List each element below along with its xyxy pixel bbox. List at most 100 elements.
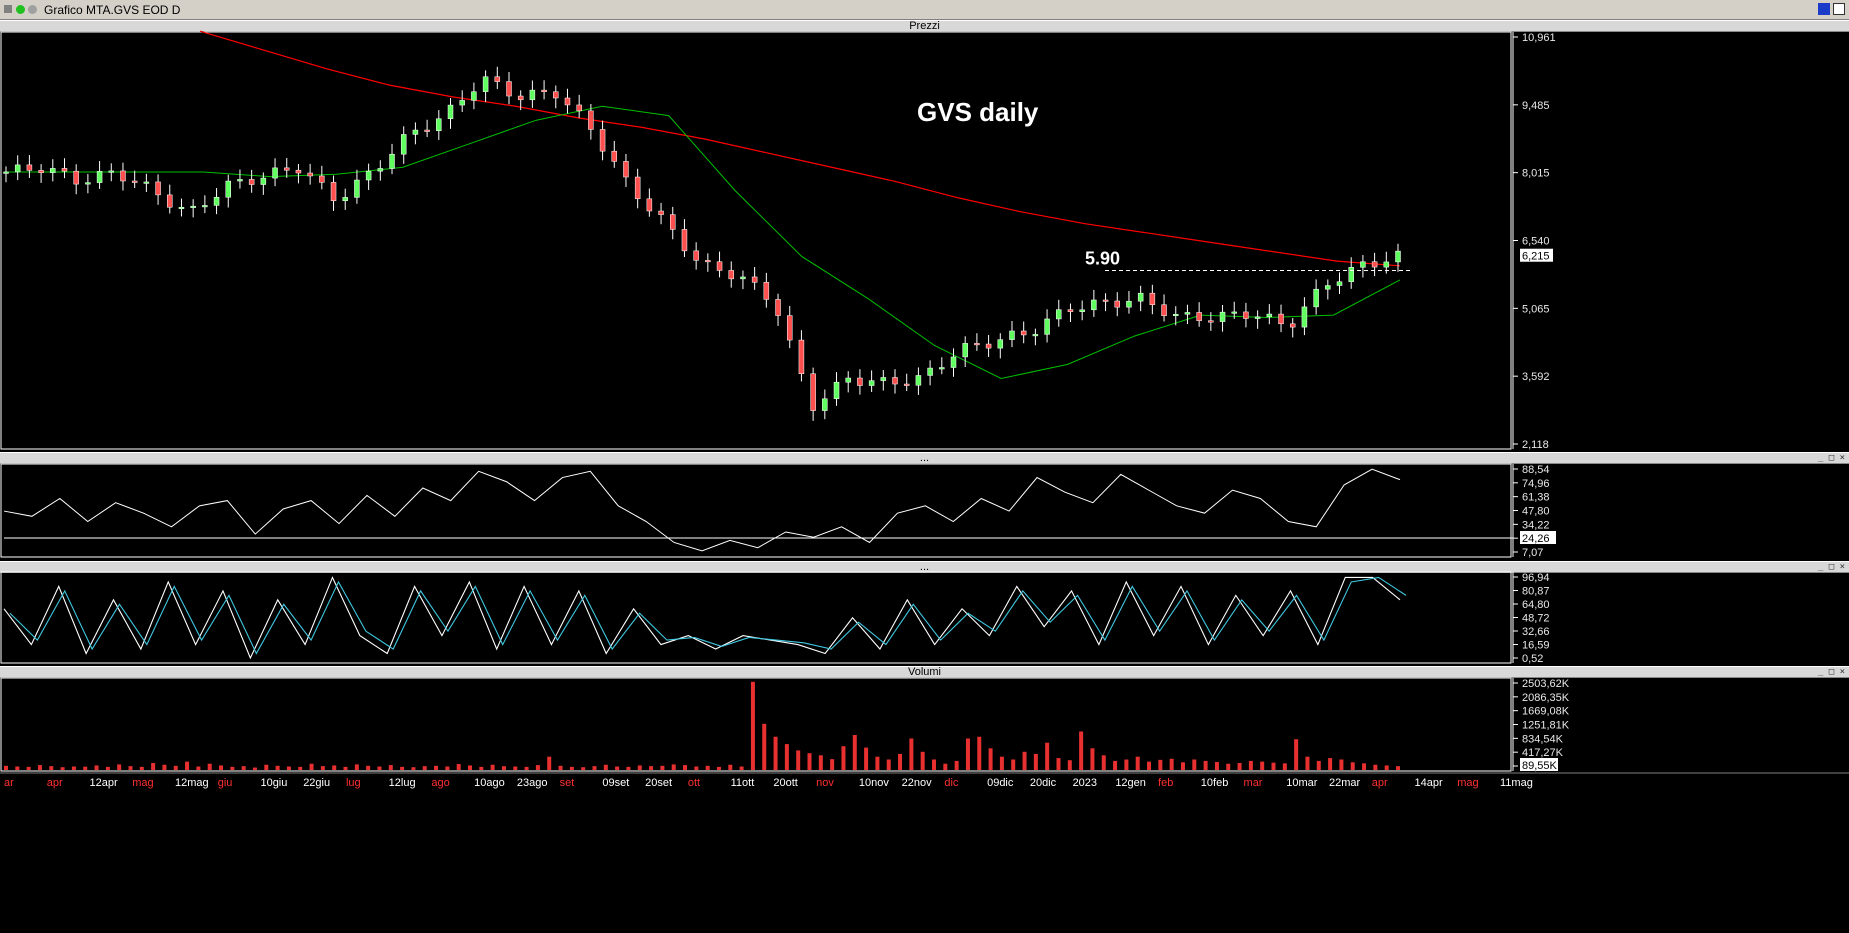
close-button[interactable] (1833, 3, 1845, 15)
volume-bar (151, 763, 156, 770)
volume-bar (954, 760, 959, 770)
candle-body (1231, 311, 1237, 314)
candle-body (1184, 312, 1191, 315)
volume-bar (558, 765, 563, 770)
candle-body (1360, 261, 1366, 268)
volume-bar (818, 755, 823, 770)
volume-bar (739, 766, 744, 770)
volume-bar (1135, 756, 1140, 770)
candle-body (857, 377, 863, 386)
volume-bar (660, 765, 665, 770)
y-tick-label: 61,38 (1522, 492, 1550, 504)
candle-body (1266, 313, 1273, 318)
volume-bar (1339, 759, 1344, 770)
volume-bar (694, 766, 699, 770)
volume-current-label: 89,55K (1522, 760, 1558, 772)
candle-body (670, 214, 676, 230)
candle-body (61, 168, 68, 172)
candle-body (775, 299, 781, 316)
volume-bar (1350, 762, 1355, 770)
volume-bar (841, 746, 846, 770)
volume-bar (1226, 763, 1231, 770)
pane-window-controls[interactable]: _ □ × (1817, 667, 1845, 677)
volume-bar (286, 766, 291, 770)
volume-bar (320, 766, 325, 770)
price-pane-label: Prezzi (909, 20, 940, 32)
y-tick-label: 96,94 (1522, 572, 1550, 584)
pane-window-controls[interactable]: _ □ × (1817, 453, 1845, 463)
candle-body (541, 89, 547, 93)
volume-bar (943, 763, 948, 770)
volume-bar (490, 764, 495, 770)
volume-bar (1237, 763, 1242, 770)
candle-body (985, 343, 992, 349)
candle-body (73, 170, 79, 185)
candle-body (646, 198, 653, 212)
x-tick-label: 11mag (1500, 777, 1533, 789)
x-tick-label: 10giu (260, 777, 287, 789)
candle-body (1336, 281, 1343, 286)
candle-body (716, 261, 723, 271)
x-tick-label: 12gen (1115, 777, 1146, 789)
volume-bar (445, 766, 450, 770)
candle-body (1172, 313, 1179, 316)
candle-body (1009, 330, 1015, 340)
candle-body (623, 161, 629, 178)
minimize-button[interactable] (1818, 3, 1830, 15)
candle-body (751, 276, 758, 283)
candle-body (354, 179, 360, 198)
y-tick-label: 2086,35K (1522, 692, 1570, 704)
stochastic-k-line (3, 576, 1401, 660)
pane-window-controls[interactable]: _ □ × (1817, 562, 1845, 572)
volume-bar (275, 765, 280, 770)
candle-body (1313, 288, 1319, 308)
candle-body (927, 367, 933, 376)
candle-body (1126, 300, 1132, 308)
x-tick-label: 10nov (859, 777, 889, 789)
volume-bar (241, 766, 246, 770)
volume-bar (71, 766, 76, 770)
volume-bar (332, 765, 337, 770)
candle-body (1149, 292, 1156, 305)
volume-bar (49, 766, 54, 770)
volume-bar (615, 766, 620, 770)
pane-frame (0, 463, 1512, 558)
volume-bar (999, 756, 1004, 770)
volume-bar (479, 766, 484, 770)
menu-icon[interactable] (4, 5, 12, 13)
candle-body (974, 343, 980, 346)
rsi-line (3, 468, 1401, 552)
x-tick-label: 11ott (731, 777, 755, 789)
volume-bar (977, 736, 982, 770)
candle-body (1137, 292, 1144, 302)
x-tick-label: 10ago (474, 777, 505, 789)
x-tick-label: ott (688, 777, 700, 789)
volume-bar (898, 753, 903, 770)
volume-bar (1158, 759, 1163, 770)
volume-bar (1260, 761, 1265, 770)
volume-bar (569, 766, 574, 770)
y-tick-label: 2503,62K (1522, 678, 1570, 690)
x-tick-label: apr (47, 777, 63, 789)
y-tick-label: 8,015 (1522, 168, 1550, 180)
x-tick-label: 20dic (1030, 777, 1057, 789)
candle-body (681, 229, 688, 252)
volume-bar (309, 763, 314, 770)
x-tick-label: dic (944, 777, 959, 789)
volume-bar (26, 766, 31, 770)
candle-body (1278, 313, 1284, 325)
y-tick-label: 74,96 (1522, 478, 1550, 490)
candle-body (248, 179, 255, 185)
volume-bar (1011, 759, 1016, 770)
volume-bar (354, 764, 359, 770)
volume-bar (705, 765, 710, 770)
y-tick-label: 7,07 (1522, 547, 1543, 559)
volume-bar (1056, 758, 1061, 770)
candle-body (283, 167, 290, 171)
volume-bar (773, 736, 778, 770)
y-tick-label: 3,592 (1522, 371, 1550, 383)
volume-bar (1373, 764, 1378, 770)
x-tick-label: 22giu (303, 777, 330, 789)
candle-body (3, 171, 9, 174)
